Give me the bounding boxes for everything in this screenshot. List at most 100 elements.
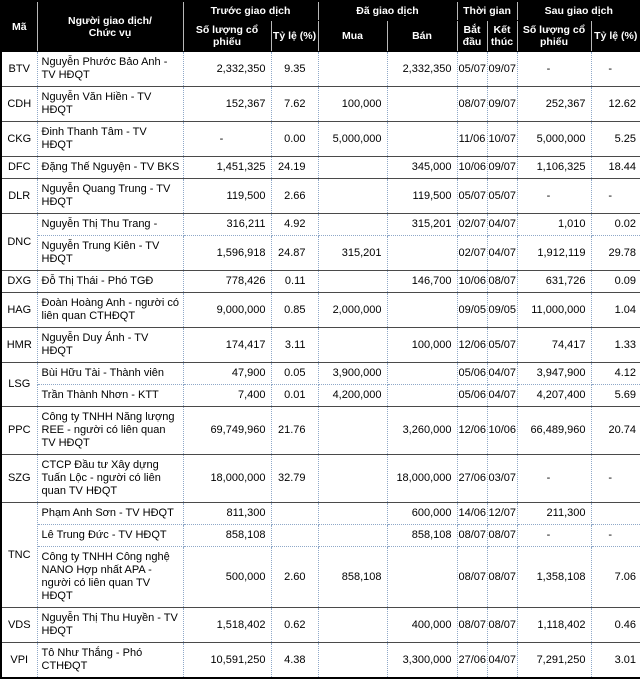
before-pct-cell: 0.11	[270, 270, 319, 293]
ticker-code-cell: SZG	[0, 454, 38, 503]
after-qty-cell: 11,000,000	[516, 292, 592, 328]
ticker-code-cell: TNC	[0, 502, 38, 608]
group-header-3: Sau giao dịch	[516, 0, 640, 21]
group-header-1: Đã giao dịch	[317, 0, 458, 21]
trader-name-cell: Nguyễn Phước Bảo Anh - TV HĐQT	[36, 51, 184, 87]
start-date-cell: 12/06	[456, 406, 488, 455]
sub-header-0-0: Số lượng cổ phiếu	[182, 20, 272, 52]
sub-header-3-0: Số lượng cổ phiếu	[516, 20, 592, 52]
buy-qty-cell	[317, 213, 388, 236]
start-date-cell: 08/07	[456, 546, 488, 608]
buy-qty-cell: 2,000,000	[317, 292, 388, 328]
buy-qty-cell: 3,900,000	[317, 362, 388, 385]
after-qty-cell: 1,106,325	[516, 156, 592, 179]
buy-qty-cell	[317, 270, 388, 293]
before-pct-cell: 24.19	[270, 156, 319, 179]
trader-header-line1: Người giao dịch/	[68, 14, 152, 27]
end-date-cell: 10/07	[486, 121, 518, 157]
start-date-cell: 27/06	[456, 454, 488, 503]
end-date-cell: 12/07	[486, 502, 518, 525]
after-pct-cell	[590, 502, 640, 525]
ticker-code-cell: HMR	[0, 327, 38, 363]
sub-header-1-1: Bán	[386, 20, 458, 52]
buy-qty-cell	[317, 156, 388, 179]
after-qty-cell: 3,947,900	[516, 362, 592, 385]
sell-qty-cell	[386, 121, 458, 157]
before-qty-cell: 152,367	[182, 86, 272, 122]
before-pct-cell: 7.62	[270, 86, 319, 122]
before-pct-cell: 0.85	[270, 292, 319, 328]
sub-header-3-1: Tỷ lệ (%)	[590, 20, 640, 52]
before-pct-cell: 9.35	[270, 51, 319, 87]
end-date-cell: 04/07	[486, 235, 518, 271]
start-date-cell: 14/06	[456, 502, 488, 525]
end-date-cell: 03/07	[486, 454, 518, 503]
buy-qty-cell	[317, 406, 388, 455]
start-date-cell: 11/06	[456, 121, 488, 157]
sell-qty-cell	[386, 362, 458, 385]
table-row: Công ty TNHH Công nghệ NANO Hợp nhất APA…	[1, 546, 640, 608]
after-qty-cell: -	[516, 178, 592, 214]
start-date-cell: 08/07	[456, 86, 488, 122]
buy-qty-cell	[317, 178, 388, 214]
ticker-code-cell: VDS	[0, 607, 38, 643]
trader-name-cell: Lê Trung Đức - TV HĐQT	[36, 524, 184, 547]
after-pct-cell: 12.62	[590, 86, 640, 122]
before-pct-cell	[270, 502, 319, 525]
sell-qty-cell: 100,000	[386, 327, 458, 363]
trader-name-cell: Phạm Anh Sơn - TV HĐQT	[36, 502, 184, 525]
trader-name-cell: Nguyễn Trung Kiên - TV HĐQT	[36, 235, 184, 271]
sell-qty-cell	[386, 292, 458, 328]
start-date-cell: 02/07	[456, 213, 488, 236]
end-date-cell: 08/07	[486, 546, 518, 608]
before-pct-cell: 32.79	[270, 454, 319, 503]
before-pct-cell: 21.76	[270, 406, 319, 455]
header-row-groups: Mã Người giao dịch/Chức vụ Trước giao dịch…	[0, 0, 640, 52]
ticker-code-cell: CDH	[0, 86, 38, 122]
trader-name-cell: Nguyễn Thị Thu Huyền - TV HĐQT	[36, 607, 184, 643]
table-row: CDH Nguyễn Văn Hiền - TV HĐQT 152,367 7.62 1…	[0, 86, 640, 122]
end-date-cell: 08/07	[486, 524, 518, 547]
after-pct-cell: 7.06	[590, 546, 640, 608]
end-date-cell: 09/07	[486, 86, 518, 122]
buy-qty-cell: 5,000,000	[317, 121, 388, 157]
table-row: DNC Nguyễn Thị Thu Trang -316,211 4.92 315,…	[0, 213, 640, 271]
sell-qty-cell: 18,000,000	[386, 454, 458, 503]
before-qty-cell: 1,518,402	[182, 607, 272, 643]
buy-qty-cell	[317, 502, 388, 525]
after-pct-cell: 29.78	[590, 235, 640, 271]
table-row: HMR Nguyễn Duy Ánh - TV HĐQT 174,417 3.11 10…	[0, 327, 640, 363]
table-row: SZG CTCP Đầu tư Xây dựng Tuấn Lộc - người…	[0, 454, 640, 503]
table-row: LSG Bùi Hữu Tài - Thành viên 47,900 0.05 3,9…	[0, 362, 640, 407]
ticker-code-cell: HAG	[0, 292, 38, 328]
after-qty-cell: 631,726	[516, 270, 592, 293]
ticker-code-cell: BTV	[0, 51, 38, 87]
sub-header-1-0: Mua	[317, 20, 388, 52]
group-header-2: Thời gian	[456, 0, 518, 21]
buy-qty-cell	[317, 327, 388, 363]
before-qty-cell: 811,300	[182, 502, 272, 525]
sell-qty-cell: 315,201	[386, 213, 458, 236]
before-qty-cell: 47,900	[182, 362, 272, 385]
end-date-cell: 04/07	[486, 213, 518, 236]
trader-name-cell: Đặng Thế Nguyện - TV BKS	[36, 156, 184, 179]
sub-header-2-0: Bắt đầu	[456, 20, 488, 52]
trader-name-cell: Trần Thành Nhơn - KTT	[36, 384, 184, 407]
after-pct-cell: 1.04	[590, 292, 640, 328]
before-pct-cell: 0.05	[270, 362, 319, 385]
table-row: Lê Trung Đức - TV HĐQT 858,108 858,108 08/0…	[1, 524, 640, 547]
trader-name-cell: Bùi Hữu Tài - Thành viên	[36, 362, 184, 385]
table-row: TNC Phạm Anh Sơn - TV HĐQT 811,300 600,000 1…	[0, 502, 640, 608]
sell-qty-cell: 600,000	[386, 502, 458, 525]
after-qty-cell: 211,300	[516, 502, 592, 525]
end-date-cell: 09/05	[486, 292, 518, 328]
before-qty-cell: -	[182, 121, 272, 157]
after-pct-cell: 18.44	[590, 156, 640, 179]
before-pct-cell	[270, 524, 319, 547]
before-qty-cell: 2,332,350	[182, 51, 272, 87]
trader-name-cell: Đinh Thanh Tâm - TV HĐQT	[36, 121, 184, 157]
trader-name-cell: Công ty TNHH Năng lượng REE - người có l…	[36, 406, 184, 455]
start-date-cell: 05/07	[456, 178, 488, 214]
sell-qty-cell	[386, 384, 458, 407]
